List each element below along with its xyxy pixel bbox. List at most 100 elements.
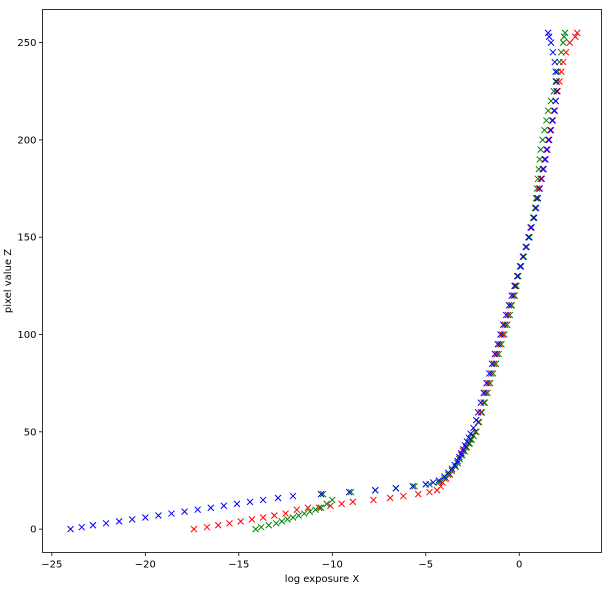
data-point xyxy=(497,331,504,338)
data-point xyxy=(435,479,443,486)
data-point xyxy=(466,440,474,447)
x-axis: −25 −20 −15 −10 −5 0 xyxy=(41,552,522,571)
data-point xyxy=(454,457,461,465)
x-tick-label: −5 xyxy=(418,560,433,571)
data-point xyxy=(510,292,517,299)
data-point xyxy=(475,418,483,426)
data-point xyxy=(534,194,542,202)
data-point xyxy=(317,504,325,512)
data-point xyxy=(246,498,254,506)
y-axis-label: pixel value Z xyxy=(3,249,14,313)
data-point xyxy=(490,360,498,368)
data-point xyxy=(115,518,123,525)
data-point xyxy=(207,504,215,512)
data-point xyxy=(257,523,265,531)
data-point xyxy=(499,331,506,338)
data-point xyxy=(451,461,459,469)
series-1 xyxy=(252,29,569,533)
data-point xyxy=(530,214,538,222)
y-tick-label: 200 xyxy=(17,135,36,146)
data-point xyxy=(315,504,323,512)
data-point xyxy=(512,282,519,290)
data-point xyxy=(544,107,552,115)
data-point xyxy=(483,379,490,387)
data-point xyxy=(461,442,469,449)
data-point xyxy=(471,428,479,436)
data-point xyxy=(259,496,267,504)
data-point xyxy=(548,117,556,124)
data-point xyxy=(482,389,489,397)
data-point xyxy=(265,521,273,529)
data-point xyxy=(504,311,512,319)
data-point xyxy=(557,48,565,56)
y-axis: 0 50 100 150 200 250 xyxy=(17,38,43,536)
data-point xyxy=(526,233,533,241)
data-point xyxy=(549,48,557,56)
data-point xyxy=(214,521,222,529)
data-point xyxy=(435,477,443,484)
data-point xyxy=(468,436,475,443)
data-point xyxy=(89,521,97,529)
data-point xyxy=(546,126,554,134)
data-point xyxy=(465,434,473,442)
data-point xyxy=(448,465,456,473)
data-point xyxy=(328,496,336,504)
data-point xyxy=(528,224,535,231)
data-point xyxy=(508,301,516,309)
data-point xyxy=(571,33,579,41)
data-point xyxy=(536,156,544,163)
data-point xyxy=(527,224,534,231)
data-point xyxy=(561,29,569,37)
data-point xyxy=(547,39,555,46)
data-point xyxy=(542,146,550,153)
data-point xyxy=(437,482,445,490)
data-point xyxy=(549,117,557,124)
data-point xyxy=(511,282,518,290)
data-point xyxy=(505,301,513,309)
data-point xyxy=(474,409,482,416)
data-point xyxy=(493,350,501,358)
data-point xyxy=(502,311,510,319)
data-point xyxy=(459,445,467,453)
data-point xyxy=(226,519,233,527)
data-point xyxy=(270,512,278,519)
data-point xyxy=(102,519,110,527)
data-point xyxy=(520,253,528,261)
data-point xyxy=(517,263,525,270)
data-point xyxy=(477,399,485,406)
data-point xyxy=(472,416,480,424)
data-point xyxy=(491,350,499,358)
data-point xyxy=(529,214,537,222)
data-point xyxy=(477,409,485,416)
data-point xyxy=(487,370,495,377)
axes-frame xyxy=(42,9,602,553)
y-tick-label: 250 xyxy=(17,38,36,49)
data-point xyxy=(399,492,407,500)
data-point xyxy=(541,126,548,134)
data-point xyxy=(538,175,546,183)
data-point xyxy=(480,389,488,397)
data-point xyxy=(485,370,493,377)
data-point xyxy=(168,510,175,517)
x-tick-label: −25 xyxy=(41,560,62,571)
data-point xyxy=(345,488,353,496)
y-tick-label: 50 xyxy=(24,427,37,438)
data-point xyxy=(519,253,527,261)
data-point xyxy=(306,508,314,515)
data-point xyxy=(284,516,291,523)
data-point xyxy=(547,126,555,134)
data-point xyxy=(319,490,327,498)
data-point xyxy=(248,516,256,523)
data-point xyxy=(545,136,553,144)
data-point xyxy=(488,360,496,368)
data-point xyxy=(278,518,286,525)
series-0 xyxy=(190,29,581,533)
data-point xyxy=(190,525,198,533)
data-point xyxy=(458,451,466,459)
data-point xyxy=(463,438,471,445)
data-point xyxy=(501,321,509,329)
data-point xyxy=(513,282,520,290)
data-point xyxy=(551,107,559,115)
